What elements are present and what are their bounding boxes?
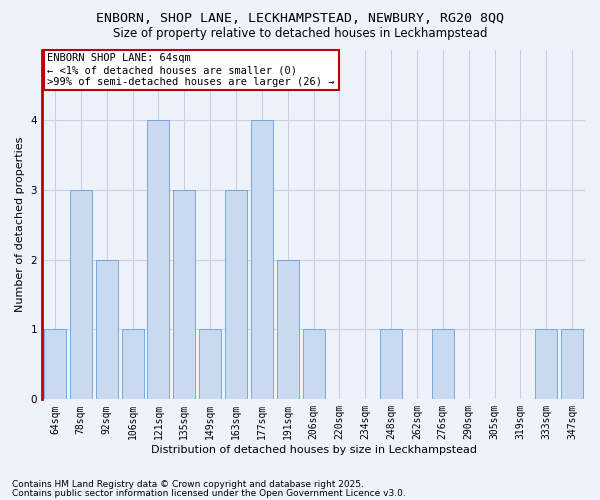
Bar [302, 330, 325, 400]
Bar [535, 330, 557, 400]
Bar [199, 330, 221, 400]
Text: Contains public sector information licensed under the Open Government Licence v3: Contains public sector information licen… [12, 488, 406, 498]
Text: Size of property relative to detached houses in Leckhampstead: Size of property relative to detached ho… [113, 28, 487, 40]
Bar [70, 190, 92, 400]
Bar [432, 330, 454, 400]
Text: ENBORN SHOP LANE: 64sqm
← <1% of detached houses are smaller (0)
>99% of semi-de: ENBORN SHOP LANE: 64sqm ← <1% of detache… [47, 54, 335, 86]
Bar [44, 330, 66, 400]
Bar [148, 120, 169, 400]
Bar [122, 330, 143, 400]
Bar [251, 120, 273, 400]
X-axis label: Distribution of detached houses by size in Leckhampstead: Distribution of detached houses by size … [151, 445, 476, 455]
Bar [225, 190, 247, 400]
Text: Contains HM Land Registry data © Crown copyright and database right 2025.: Contains HM Land Registry data © Crown c… [12, 480, 364, 489]
Bar [561, 330, 583, 400]
Bar [380, 330, 402, 400]
Bar [277, 260, 299, 400]
Bar [173, 190, 195, 400]
Y-axis label: Number of detached properties: Number of detached properties [15, 137, 25, 312]
Text: ENBORN, SHOP LANE, LECKHAMPSTEAD, NEWBURY, RG20 8QQ: ENBORN, SHOP LANE, LECKHAMPSTEAD, NEWBUR… [96, 12, 504, 26]
Bar [95, 260, 118, 400]
